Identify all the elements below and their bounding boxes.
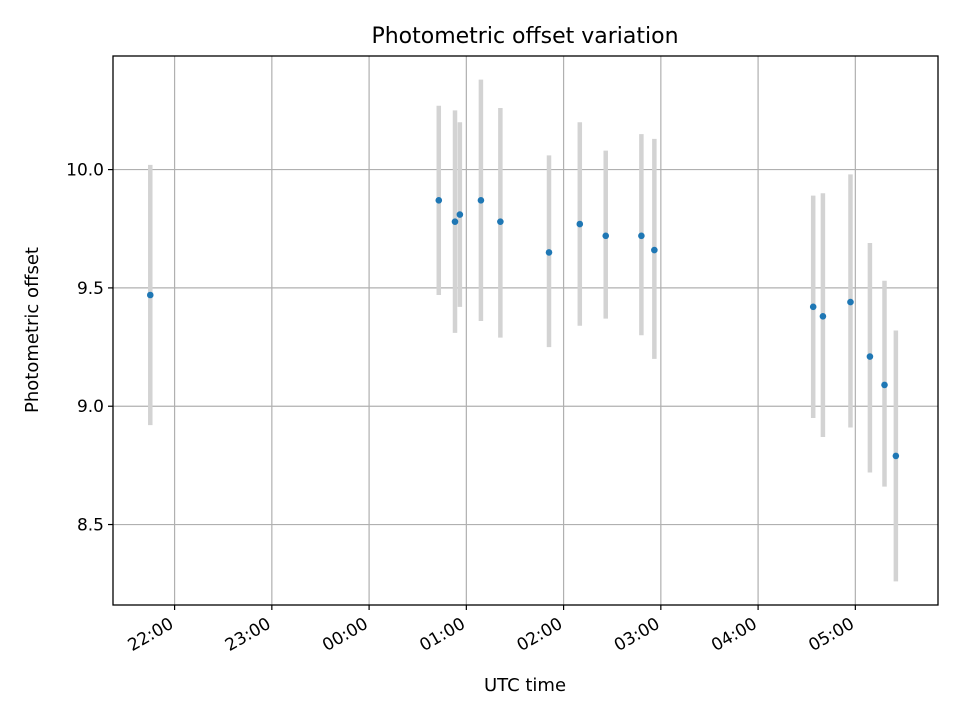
y-axis-label: Photometric offset (22, 247, 43, 413)
data-point (477, 197, 485, 204)
data-point (638, 232, 645, 240)
data-point (651, 246, 658, 254)
data-point (576, 220, 584, 228)
data-point (497, 218, 504, 225)
chart-title: Photometric offset variation (371, 24, 678, 49)
x-axis-label: UTC time (484, 675, 566, 696)
data-point (809, 303, 817, 311)
data-point (602, 232, 610, 240)
data-point (146, 291, 154, 299)
data-point (819, 313, 827, 320)
data-point (892, 452, 900, 460)
y-tick-label: 10.0 (66, 161, 104, 181)
y-tick-label: 9.5 (77, 279, 104, 299)
data-point (456, 211, 464, 218)
data-points (146, 197, 900, 460)
data-point (866, 353, 874, 360)
y-tick-label: 8.5 (77, 516, 104, 536)
data-point (451, 218, 459, 225)
data-point (847, 298, 854, 306)
y-axis-ticks: 8.5 9.0 9.5 10.0 (66, 161, 113, 536)
data-point (435, 197, 443, 204)
grid-lines (113, 56, 938, 605)
plot-frame (112, 55, 939, 606)
y-tick-label: 9.0 (77, 397, 104, 417)
data-point (545, 249, 553, 256)
data-point (881, 381, 888, 389)
